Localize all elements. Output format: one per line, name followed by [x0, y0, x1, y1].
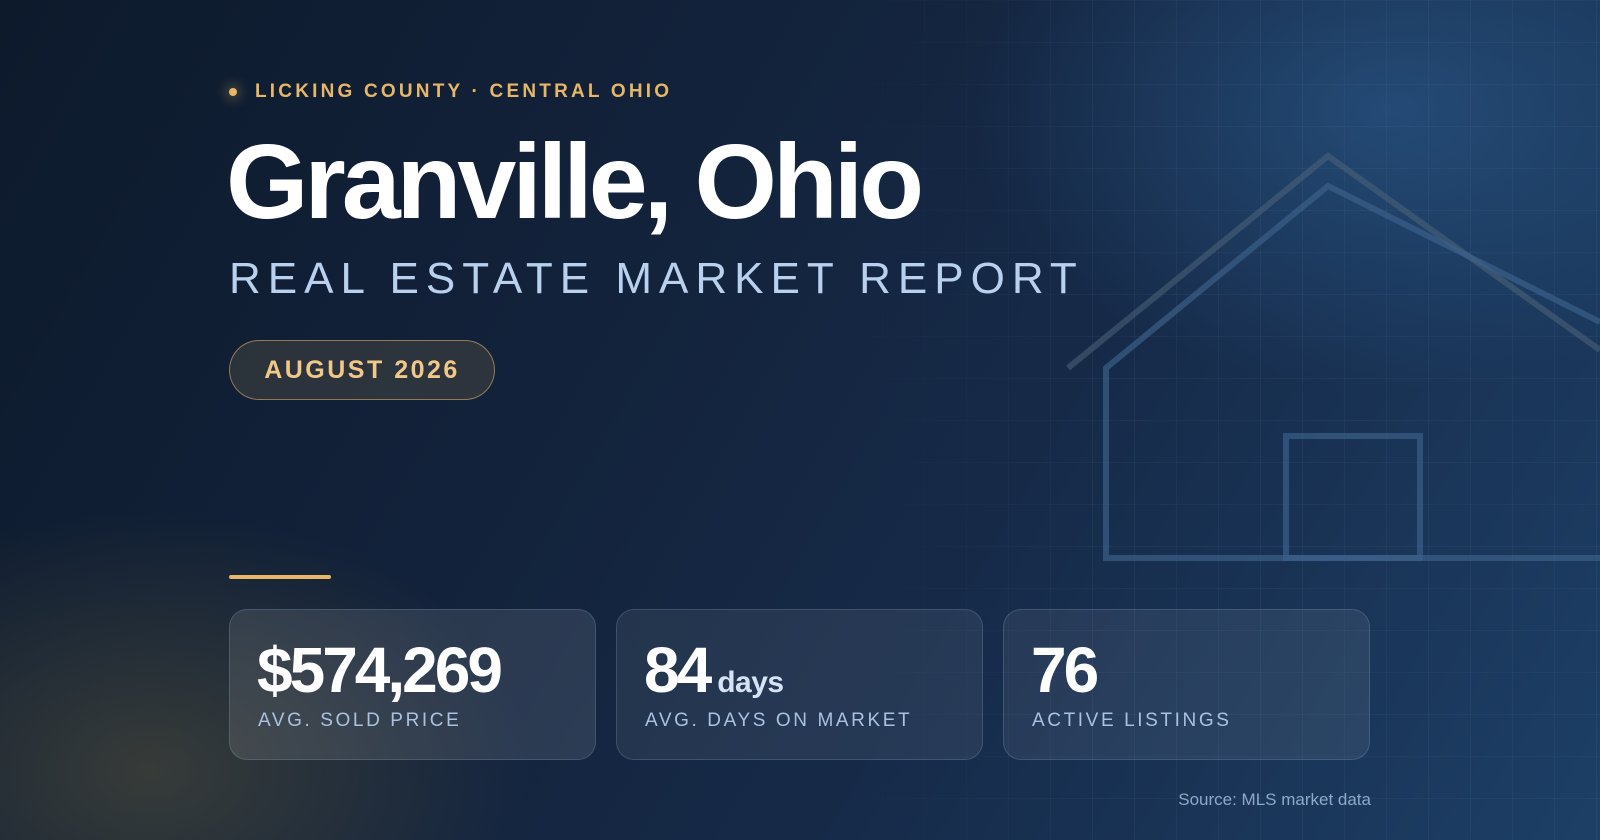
stat-value-row: 76	[1031, 634, 1099, 706]
stat-label: AVG. SOLD PRICE	[258, 710, 462, 731]
stat-label: AVG. DAYS ON MARKET	[645, 710, 913, 731]
stat-card-avg-sold-price: $574,269 AVG. SOLD PRICE	[229, 609, 596, 760]
stat-value: 84	[644, 634, 712, 706]
report-subtitle: REAL ESTATE MARKET REPORT	[229, 254, 1084, 303]
stat-value-row: $574,269	[257, 634, 503, 706]
dot-icon	[229, 88, 237, 96]
stat-value: $574,269	[257, 634, 503, 706]
house-outline-icon	[1066, 152, 1600, 561]
page-title: Granville, Ohio	[226, 123, 924, 241]
accent-divider	[229, 575, 331, 579]
date-badge-label: AUGUST 2026	[264, 355, 460, 384]
source-note: Source: MLS market data	[1178, 790, 1371, 809]
stat-card-active-listings: 76 ACTIVE LISTINGS	[1003, 609, 1370, 760]
eyebrow: LICKING COUNTY · CENTRAL OHIO	[229, 80, 672, 104]
stat-value: 76	[1031, 634, 1099, 706]
stat-card-avg-days-on-market: 84 days AVG. DAYS ON MARKET	[616, 609, 983, 760]
eyebrow-location: LICKING COUNTY · CENTRAL OHIO	[255, 81, 673, 102]
stat-label: ACTIVE LISTINGS	[1032, 710, 1232, 731]
stat-value-row: 84 days	[644, 634, 784, 706]
date-badge: AUGUST 2026	[229, 340, 495, 400]
stat-unit: days	[717, 666, 784, 699]
